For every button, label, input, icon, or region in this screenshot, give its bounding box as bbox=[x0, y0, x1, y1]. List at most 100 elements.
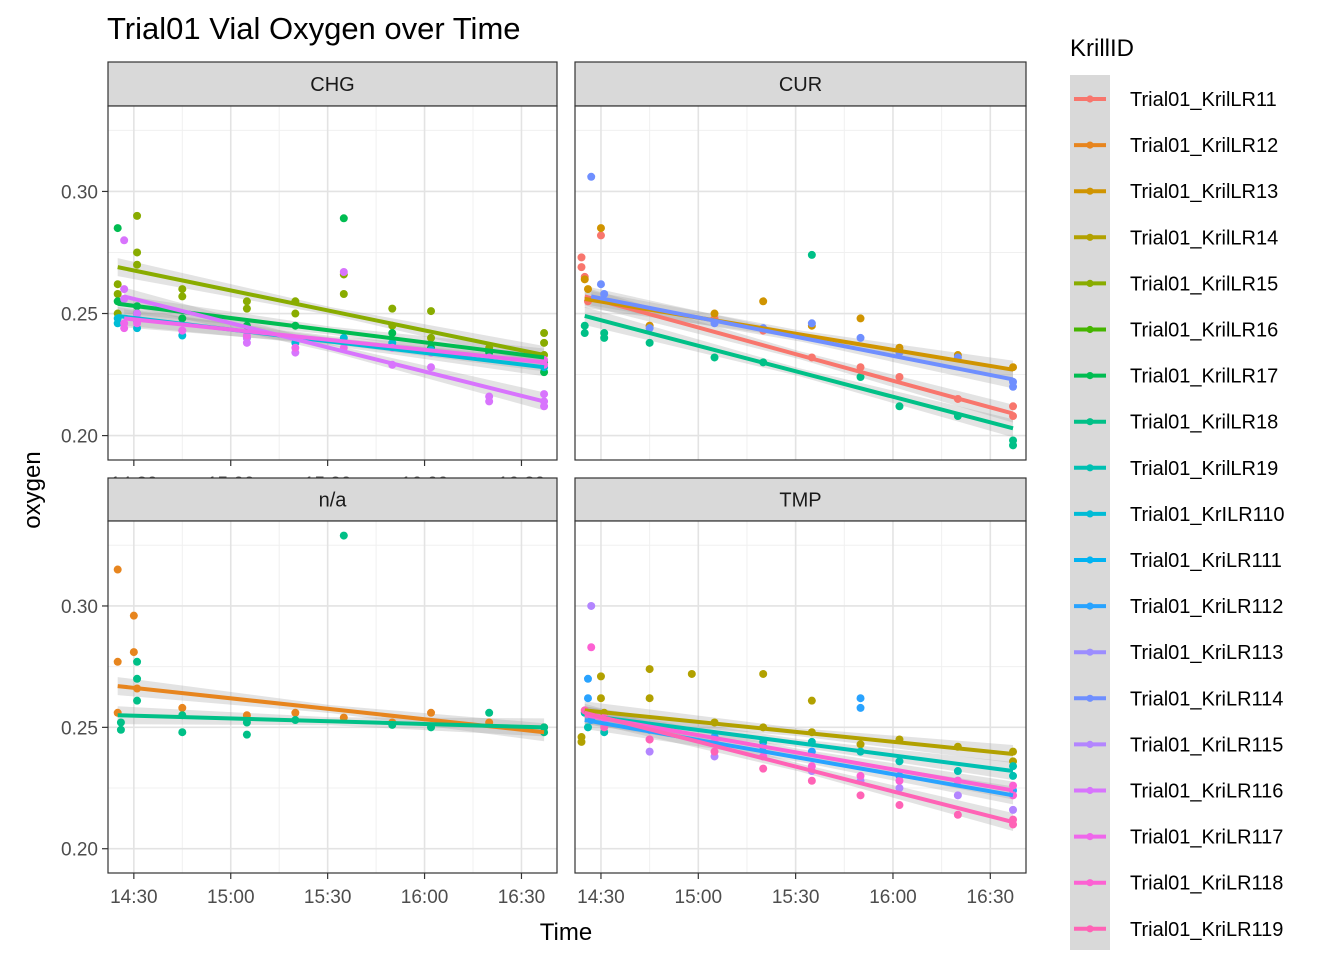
y-axis-title: oxygen bbox=[19, 451, 46, 528]
legend-item: Trial01_KrILR110 bbox=[1074, 504, 1285, 526]
legend-label: Trial01_KriLR114 bbox=[1130, 688, 1283, 710]
legend-item: Trial01_KrilLR17 bbox=[1074, 366, 1278, 388]
data-point bbox=[807, 250, 816, 259]
fit-line bbox=[117, 713, 545, 730]
y-tick-label: 0.30 bbox=[61, 597, 98, 618]
data-point bbox=[596, 672, 605, 681]
legend-label: Trial01_KrilLR17 bbox=[1130, 366, 1278, 388]
data-point bbox=[600, 289, 609, 298]
legend-label: Trial01_KriLR111 bbox=[1130, 550, 1282, 572]
data-point bbox=[178, 292, 187, 301]
x-tick-label: 15:00 bbox=[207, 887, 255, 908]
data-point bbox=[113, 224, 122, 233]
data-point bbox=[856, 363, 865, 372]
data-point bbox=[485, 708, 494, 717]
data-point bbox=[339, 289, 348, 298]
legend-item: Trial01_KrilLR19 bbox=[1074, 458, 1278, 480]
fit-line bbox=[117, 265, 545, 357]
legend-key-point bbox=[1086, 648, 1094, 656]
data-point bbox=[1009, 805, 1018, 814]
data-point bbox=[133, 657, 142, 666]
data-point bbox=[133, 696, 142, 705]
legend-label: Trial01_KriLR115 bbox=[1130, 734, 1283, 756]
legend-key-point bbox=[1086, 95, 1094, 103]
y-tick-label: 0.20 bbox=[61, 427, 98, 448]
data-point bbox=[242, 304, 251, 313]
legend-label: Trial01_KrILR110 bbox=[1130, 504, 1285, 526]
data-point bbox=[540, 390, 549, 399]
data-point bbox=[687, 669, 696, 678]
facet-label: n/a bbox=[319, 490, 348, 512]
x-tick-label: 16:30 bbox=[967, 887, 1015, 908]
legend-item: Trial01_KrilLR11 bbox=[1074, 89, 1277, 111]
data-point bbox=[388, 329, 397, 338]
panel-border bbox=[107, 105, 558, 461]
legend-item: Trial01_KriLR119 bbox=[1074, 919, 1283, 941]
data-point bbox=[242, 338, 251, 347]
data-point bbox=[856, 791, 865, 800]
legend-key-point bbox=[1086, 879, 1094, 887]
fit-line bbox=[584, 710, 1014, 824]
data-point bbox=[895, 776, 904, 785]
facet-label: TMP bbox=[779, 490, 821, 512]
panel-background bbox=[575, 521, 1026, 873]
legend-item: Trial01_KriLR111 bbox=[1074, 550, 1282, 572]
data-point bbox=[577, 263, 586, 272]
data-point bbox=[596, 280, 605, 289]
data-point bbox=[178, 703, 187, 712]
legend-label: Trial01_KrilLR18 bbox=[1130, 412, 1278, 434]
data-point bbox=[856, 694, 865, 703]
data-point bbox=[645, 747, 654, 756]
x-tick-label: 16:00 bbox=[869, 887, 917, 908]
legend-key-point bbox=[1086, 325, 1094, 334]
fit-line bbox=[590, 294, 1014, 382]
data-point bbox=[645, 338, 654, 347]
x-tick-label: 15:00 bbox=[675, 887, 723, 908]
data-point bbox=[807, 776, 816, 785]
data-point bbox=[339, 531, 348, 540]
data-point bbox=[485, 397, 494, 406]
data-point bbox=[856, 703, 865, 712]
data-point bbox=[116, 725, 125, 734]
data-point bbox=[388, 304, 397, 313]
legend-key-point bbox=[1086, 833, 1094, 841]
data-point bbox=[1009, 402, 1018, 411]
data-point bbox=[583, 674, 592, 683]
y-tick-label: 0.25 bbox=[61, 718, 98, 739]
fit-line bbox=[584, 713, 1014, 774]
data-point bbox=[759, 764, 768, 773]
panel-border bbox=[574, 105, 1027, 461]
data-point bbox=[427, 307, 436, 316]
panel-cur: CUR bbox=[574, 61, 1027, 461]
data-point bbox=[856, 771, 865, 780]
facet-label: CHG bbox=[310, 74, 354, 96]
panel-na: n/a 0.20 0.25 0.30 14:30 15:00 15:30 16:00 16:30 bbox=[61, 477, 558, 908]
legend-item: Trial01_KrilLR15 bbox=[1074, 273, 1278, 295]
legend-label: Trial01_KrilLR15 bbox=[1130, 273, 1278, 295]
data-point bbox=[427, 333, 436, 342]
legend-key-point bbox=[1086, 925, 1094, 933]
x-tick-label: 14:30 bbox=[110, 887, 158, 908]
data-point bbox=[291, 309, 300, 318]
fit-line bbox=[123, 316, 545, 365]
data-point bbox=[587, 601, 596, 610]
legend-key-point bbox=[1086, 602, 1094, 610]
legend-item: Trial01_KriLR116 bbox=[1074, 781, 1283, 803]
data-point bbox=[807, 696, 816, 705]
legend-item: Trial01_KrilLR16 bbox=[1074, 320, 1278, 342]
data-point bbox=[291, 708, 300, 717]
legend-label: Trial01_KrilLR12 bbox=[1130, 135, 1278, 157]
data-point bbox=[113, 319, 122, 328]
chart-title: Trial01 Vial Oxygen over Time bbox=[107, 11, 521, 46]
fit-line bbox=[123, 294, 545, 404]
data-point bbox=[178, 326, 187, 335]
data-point bbox=[583, 285, 592, 294]
data-point bbox=[1009, 441, 1018, 450]
legend-key-point bbox=[1086, 141, 1094, 149]
legend-label: Trial01_KrilLR16 bbox=[1130, 320, 1278, 342]
legend-title: KrillID bbox=[1070, 35, 1134, 62]
legend-label: Trial01_KriLR117 bbox=[1130, 827, 1283, 849]
data-point bbox=[116, 718, 125, 727]
facet-strip bbox=[574, 477, 1027, 522]
